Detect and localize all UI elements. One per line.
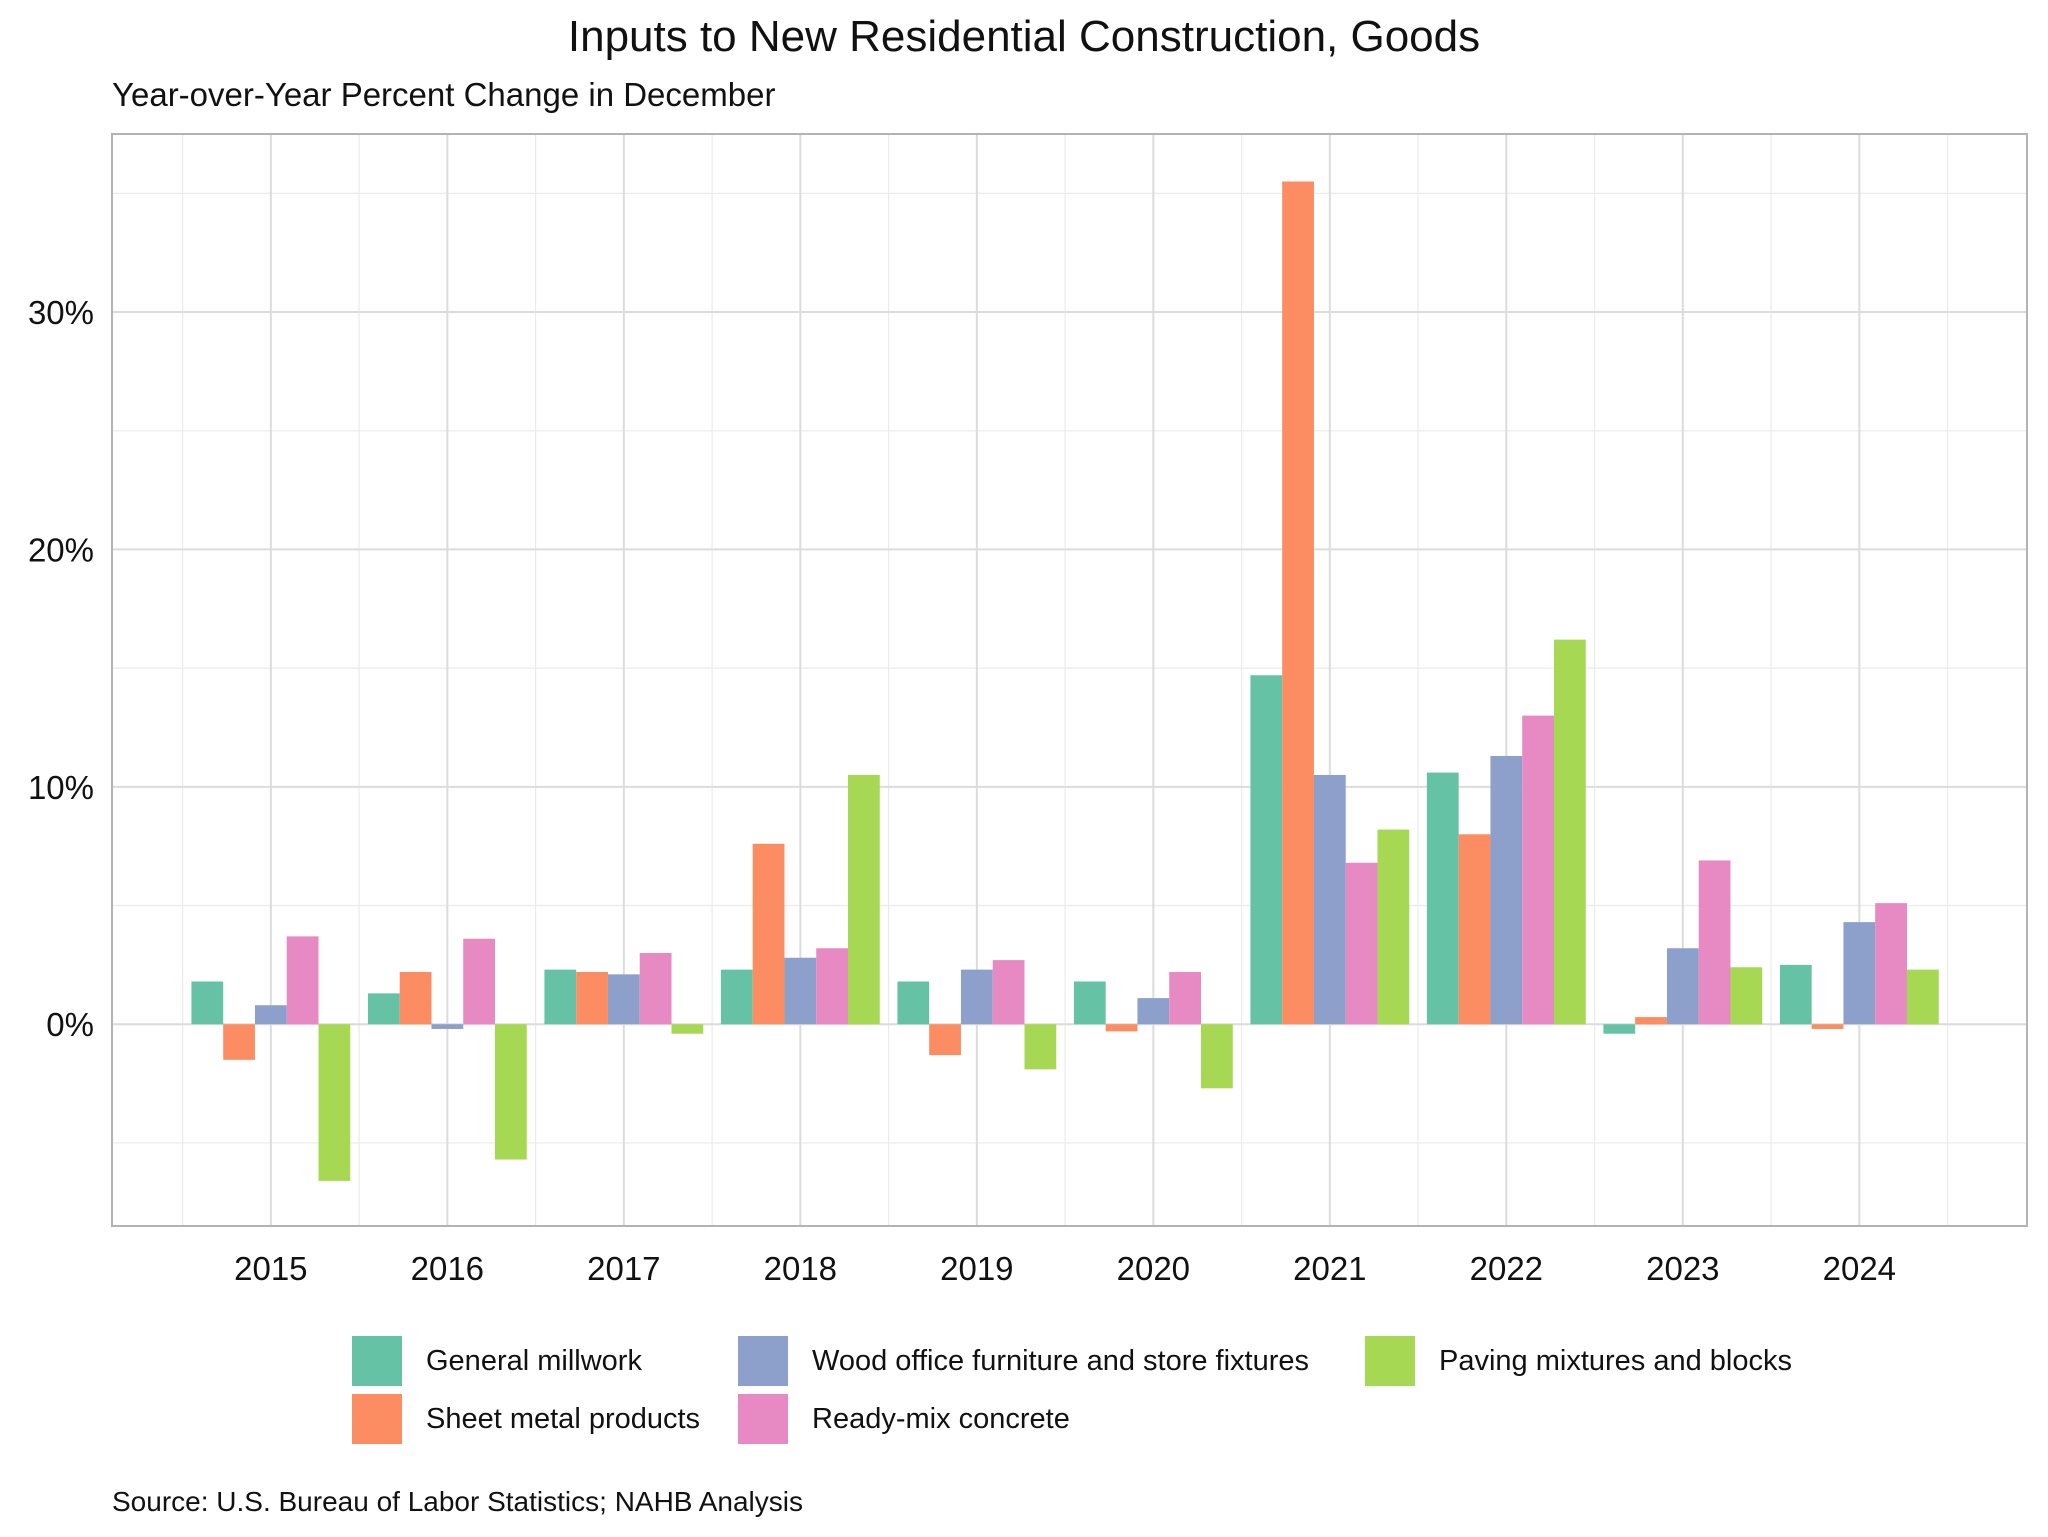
bar <box>639 953 672 1025</box>
legend-label: Ready-mix concrete <box>812 1402 1070 1435</box>
bar <box>431 1024 464 1029</box>
bar <box>720 969 753 1025</box>
legend-item-ready-mix-concrete: Ready-mix concrete <box>738 1394 1070 1444</box>
y-tick-label: 20% <box>28 531 94 568</box>
x-tick-label: 2016 <box>411 1250 484 1287</box>
bar <box>495 1024 527 1160</box>
bar <box>286 936 319 1025</box>
y-tick-label: 30% <box>28 294 94 331</box>
bar <box>1137 998 1170 1025</box>
bar <box>1522 715 1554 1025</box>
bar <box>1105 1024 1138 1032</box>
legend-label: Sheet metal products <box>426 1402 701 1435</box>
legend-label: Paving mixtures and blocks <box>1439 1344 1792 1377</box>
bar <box>1073 981 1106 1025</box>
bar <box>1779 964 1812 1025</box>
bar <box>1458 834 1491 1025</box>
bar <box>897 981 930 1025</box>
legend-swatch <box>738 1336 788 1386</box>
bar <box>1698 860 1731 1025</box>
legend-item-paving-mixtures: Paving mixtures and blocks <box>1365 1336 1792 1386</box>
bar <box>752 843 785 1025</box>
legend-swatch <box>352 1336 402 1386</box>
bar <box>1906 969 1939 1025</box>
bar <box>1282 181 1314 1025</box>
bar <box>816 948 848 1025</box>
x-tick-label: 2015 <box>234 1250 307 1287</box>
x-tick-label: 2022 <box>1470 1250 1543 1287</box>
bar <box>929 1024 961 1056</box>
bar <box>1811 1024 1844 1029</box>
bar <box>1635 1017 1667 1025</box>
bar <box>1024 1024 1057 1070</box>
bar <box>1169 971 1201 1025</box>
bar <box>607 974 640 1025</box>
bar <box>992 960 1025 1025</box>
bar <box>223 1024 255 1060</box>
bar <box>671 1024 704 1034</box>
bar <box>847 774 880 1025</box>
bar <box>1426 772 1459 1025</box>
bar <box>1200 1024 1233 1089</box>
bar <box>367 993 400 1025</box>
bar <box>1603 1024 1636 1034</box>
chart-legend: General millwork Sheet metal products Wo… <box>352 1336 1852 1456</box>
bar <box>544 969 577 1025</box>
bar <box>254 1005 287 1025</box>
y-tick-label: 10% <box>28 769 94 806</box>
bar <box>1843 922 1876 1025</box>
x-tick-label: 2019 <box>940 1250 1013 1287</box>
bar <box>399 971 432 1025</box>
bar <box>1345 862 1378 1025</box>
y-tick-label: 0% <box>46 1006 94 1043</box>
bar <box>191 981 224 1025</box>
x-tick-label: 2023 <box>1646 1250 1719 1287</box>
x-tick-label: 2018 <box>764 1250 837 1287</box>
legend-item-sheet-metal-products: Sheet metal products <box>352 1394 700 1444</box>
bar <box>1666 948 1699 1025</box>
x-tick-label: 2024 <box>1823 1250 1896 1287</box>
legend-item-wood-office-furniture: Wood office furniture and store fixtures <box>738 1336 1309 1386</box>
bar <box>1313 774 1346 1025</box>
x-tick-label: 2017 <box>587 1250 660 1287</box>
legend-item-general-millwork: General millwork <box>352 1336 642 1386</box>
bar <box>1553 639 1586 1025</box>
x-tick-label: 2020 <box>1117 1250 1190 1287</box>
plot-border <box>111 133 2028 1227</box>
bar <box>1250 675 1283 1025</box>
legend-swatch <box>1365 1336 1415 1386</box>
bar <box>576 971 608 1025</box>
bar <box>1875 903 1907 1025</box>
chart-subtitle: Year-over-Year Percent Change in Decembe… <box>112 76 776 113</box>
x-tick-label: 2021 <box>1293 1250 1366 1287</box>
bar <box>318 1024 351 1181</box>
bar <box>1730 967 1763 1025</box>
legend-swatch <box>738 1394 788 1444</box>
chart-title: Inputs to New Residential Construction, … <box>567 12 1481 61</box>
bar <box>1377 829 1410 1025</box>
bar <box>784 957 817 1025</box>
legend-swatch <box>352 1394 402 1444</box>
bar <box>960 969 993 1025</box>
bar <box>463 938 495 1025</box>
chart-source-note: Source: U.S. Bureau of Labor Statistics;… <box>112 1486 803 1517</box>
bar <box>1490 755 1523 1025</box>
legend-label: General millwork <box>426 1344 642 1377</box>
legend-label: Wood office furniture and store fixtures <box>812 1344 1310 1377</box>
